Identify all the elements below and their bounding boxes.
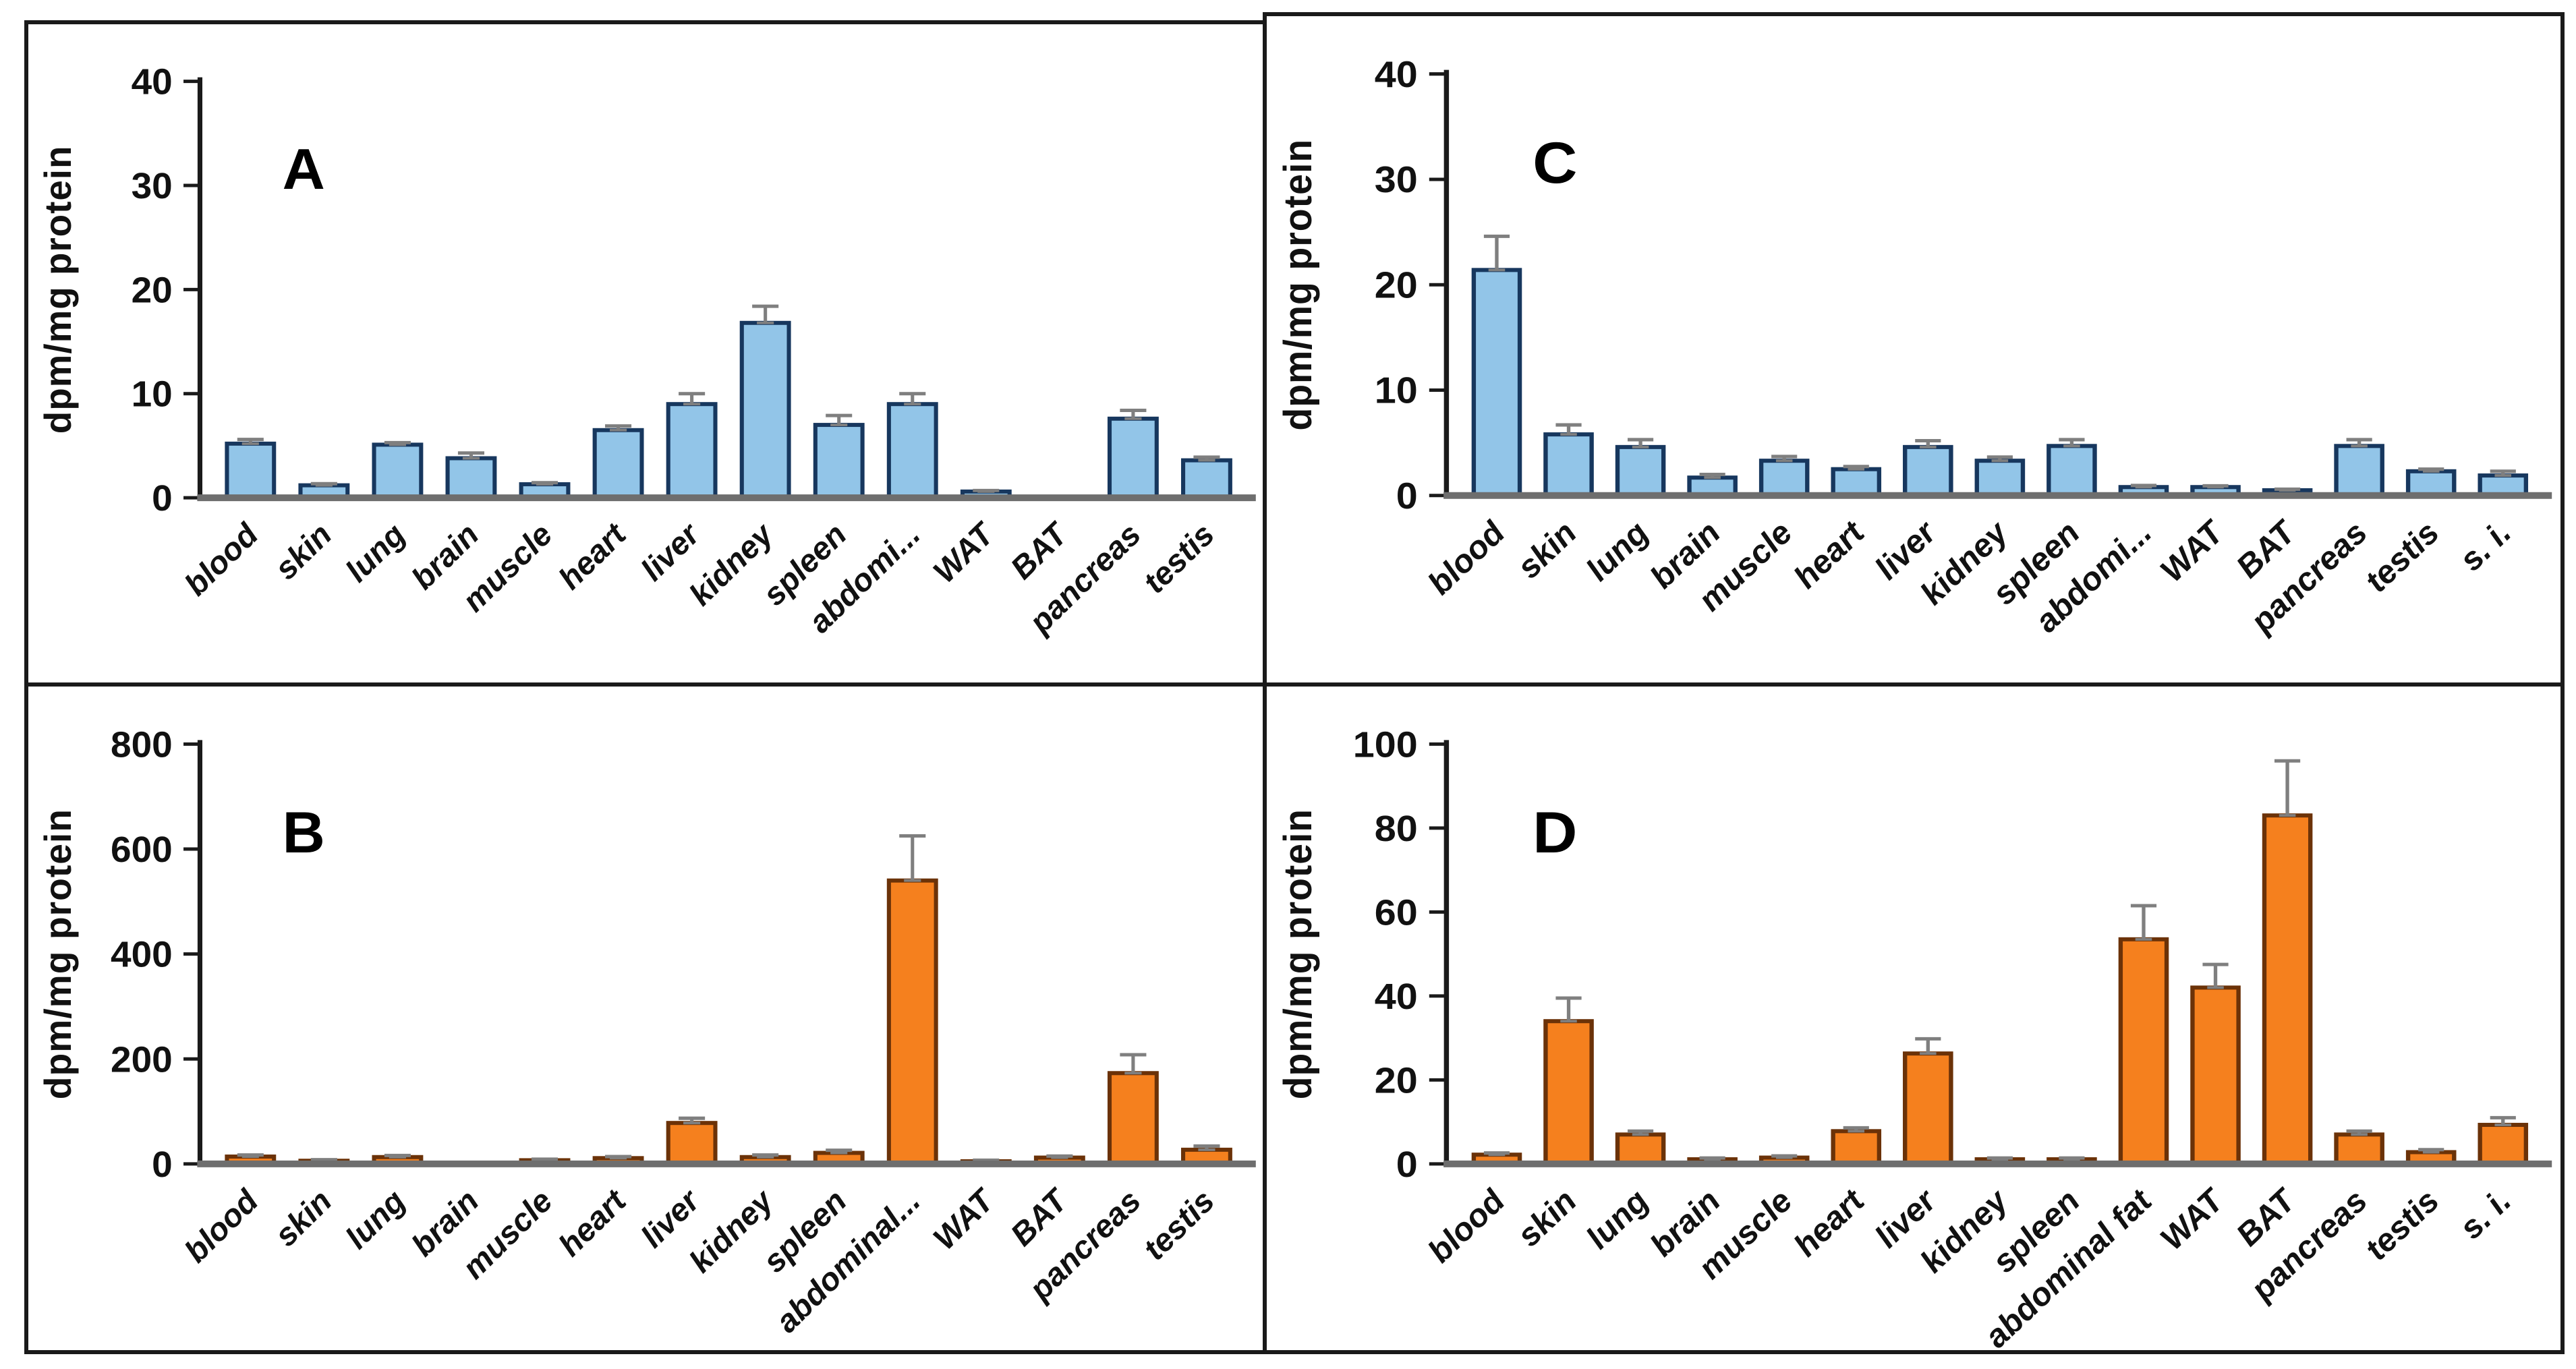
- bar: [1107, 416, 1159, 500]
- x-tick-label: blood: [1421, 1183, 1513, 1270]
- bar: [1615, 1132, 1666, 1166]
- x-tick-label: blood: [1421, 515, 1512, 602]
- bar: [1903, 1051, 1953, 1166]
- y-tick-label: 400: [111, 934, 173, 975]
- x-tick-label: testis: [1137, 517, 1222, 601]
- bar: [2047, 444, 2097, 498]
- bar: [1615, 444, 1666, 498]
- y-tick-label: 600: [111, 829, 173, 870]
- bar: [886, 878, 938, 1166]
- x-tick-label: skin: [268, 517, 339, 587]
- x-tick-label: blood: [178, 517, 266, 603]
- bar: [1471, 268, 1522, 498]
- bar: [2190, 985, 2241, 1166]
- bar: [2334, 444, 2384, 498]
- y-tick-label: 40: [1375, 975, 1418, 1016]
- bar: [2118, 937, 2169, 1166]
- bar: [2262, 813, 2313, 1166]
- x-tick-label: heart: [1787, 1182, 1872, 1263]
- y-tick-label: 20: [1375, 264, 1418, 305]
- y-tick-label: 800: [111, 724, 173, 765]
- x-tick-label: WAT: [2153, 513, 2233, 589]
- panel-label: D: [1533, 799, 1577, 865]
- x-tick-label: heart: [552, 516, 634, 597]
- panel-label: C: [1533, 129, 1577, 195]
- panel-label: B: [283, 800, 325, 865]
- bar: [445, 456, 497, 500]
- x-tick-label: heart: [552, 1182, 634, 1263]
- y-tick-label: 10: [132, 374, 173, 414]
- bar: [1903, 444, 1953, 498]
- y-axis-title: dpm/mg protein: [1276, 139, 1321, 431]
- y-tick-label: 100: [1353, 724, 1418, 765]
- x-tick-label: testis: [2357, 515, 2446, 600]
- x-tick-label: lung: [1579, 515, 1656, 588]
- bar: [225, 441, 277, 500]
- y-tick-label: 40: [132, 61, 173, 102]
- y-tick-label: 0: [152, 478, 173, 519]
- y-tick-label: 30: [1375, 159, 1418, 200]
- bar: [1758, 459, 1810, 498]
- y-tick-label: 80: [1375, 807, 1418, 848]
- panel-label: A: [283, 138, 325, 202]
- bar: [666, 402, 718, 500]
- x-tick-label: blood: [178, 1183, 266, 1270]
- bar: [666, 1121, 718, 1166]
- x-tick-label: lung: [339, 1184, 412, 1256]
- y-tick-label: 10: [1375, 370, 1418, 411]
- x-tick-label: WAT: [926, 515, 1002, 590]
- y-tick-label: 30: [132, 165, 173, 206]
- y-axis-title: dpm/mg protein: [37, 809, 79, 1099]
- x-tick-label: lung: [1579, 1184, 1656, 1256]
- x-tick-label: WAT: [927, 1182, 1003, 1257]
- bar: [813, 423, 865, 500]
- y-tick-label: 60: [1375, 892, 1418, 933]
- x-tick-label: heart: [1787, 514, 1872, 595]
- bar: [592, 428, 644, 500]
- x-tick-label: testis: [2357, 1184, 2446, 1267]
- x-tick-label: skin: [1510, 1184, 1584, 1254]
- y-tick-label: 200: [111, 1039, 173, 1080]
- bar: [1831, 467, 1882, 498]
- bar: [2334, 1132, 2384, 1166]
- bar: [1974, 459, 2026, 498]
- bar: [739, 320, 791, 500]
- bar: [1107, 1071, 1159, 1166]
- y-tick-label: 0: [1396, 1143, 1418, 1184]
- y-tick-label: 20: [1375, 1059, 1418, 1101]
- y-tick-label: 40: [1375, 53, 1418, 94]
- bar: [1543, 432, 1594, 498]
- bar: [1180, 458, 1232, 500]
- y-tick-label: 0: [1396, 475, 1418, 516]
- x-tick-label: s. i.: [2452, 515, 2518, 578]
- bar: [1543, 1019, 1594, 1166]
- x-tick-label: s. i.: [2452, 1184, 2518, 1246]
- panel-d-chart: 0 20 40 60 80 100 dpm/mg protein Dbloodskinlung…: [1276, 724, 2552, 1350]
- y-axis-title: dpm/mg protein: [1276, 809, 1321, 1099]
- x-tick-label: WAT: [2153, 1182, 2233, 1257]
- bar: [2478, 1122, 2529, 1166]
- y-tick-label: 0: [152, 1144, 173, 1185]
- bar: [886, 402, 938, 500]
- y-tick-label: 20: [132, 270, 173, 310]
- x-tick-label: lung: [339, 517, 412, 589]
- x-tick-label: testis: [1137, 1184, 1222, 1267]
- x-tick-label: skin: [268, 1184, 339, 1254]
- x-tick-label: skin: [1510, 515, 1584, 585]
- bar: [372, 442, 424, 500]
- bar: [1831, 1129, 1882, 1166]
- y-axis-title: dpm/mg protein: [37, 146, 80, 434]
- bar: [2405, 469, 2457, 498]
